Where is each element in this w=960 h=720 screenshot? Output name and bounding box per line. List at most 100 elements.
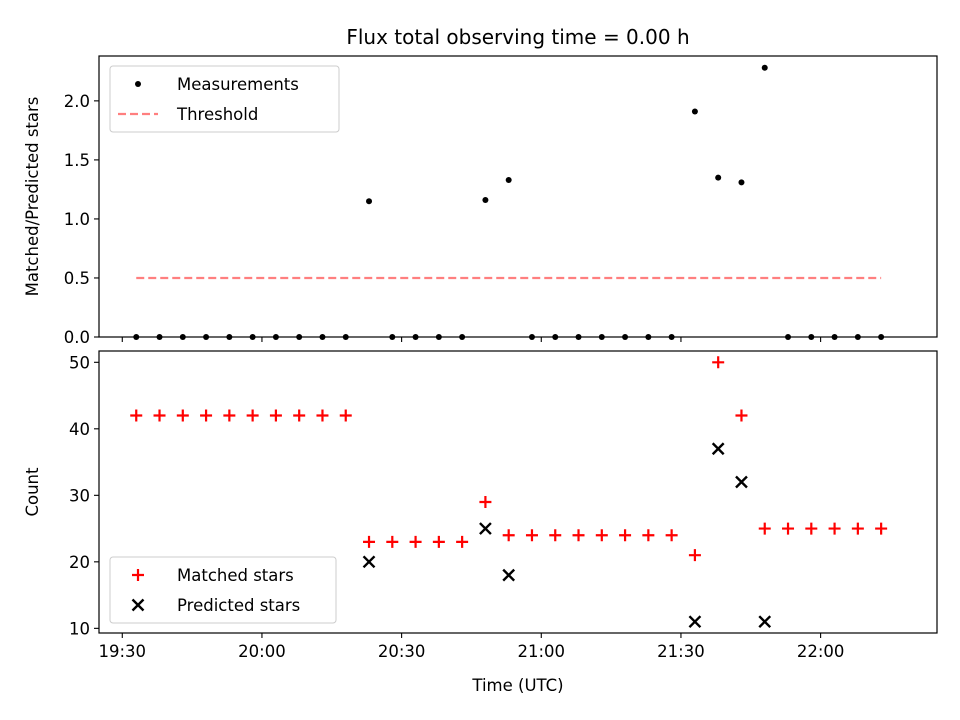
- measurement-point: [203, 334, 210, 340]
- matched-star-point: [712, 356, 725, 369]
- y-axis-label: Matched/Predicted stars: [23, 97, 42, 297]
- measurement-point: [761, 64, 768, 71]
- matched-star-point: [572, 529, 585, 542]
- measurement-point: [272, 334, 279, 340]
- x-tick-label: 20:30: [378, 642, 426, 661]
- measurement-point: [459, 334, 466, 340]
- legend-predicted-swatch: [131, 598, 145, 612]
- x-tick-label: 19:30: [98, 642, 146, 661]
- measurement-point: [366, 198, 373, 205]
- matched-star-point: [200, 409, 213, 422]
- y-tick-label: 0.0: [64, 328, 90, 347]
- legend-box: [109, 556, 337, 624]
- matched-star-point: [782, 522, 795, 535]
- measurement-point: [296, 334, 303, 340]
- measurement-point: [854, 334, 861, 340]
- matched-star-point: [735, 409, 748, 422]
- measurement-point: [482, 197, 489, 204]
- chart-title: Flux total observing time = 0.00 h: [346, 25, 689, 49]
- predicted-star-point: [758, 615, 772, 629]
- legend: Measurements Threshold: [109, 65, 340, 133]
- matched-star-point: [339, 409, 352, 422]
- legend-box: [109, 65, 340, 133]
- matched-star-point: [130, 409, 143, 422]
- matched-star-point: [688, 549, 701, 562]
- matched-star-point: [642, 529, 655, 542]
- measurement-point: [412, 334, 419, 340]
- matched-star-point: [525, 529, 538, 542]
- measurement-point: [645, 334, 652, 340]
- legend-label: Predicted stars: [177, 596, 300, 615]
- predicted-star-point: [502, 568, 516, 582]
- matched-star-point: [549, 529, 562, 542]
- measurement-point: [528, 334, 535, 340]
- measurement-point: [785, 334, 792, 340]
- predicted-star-point: [711, 442, 725, 456]
- matched-star-point: [502, 529, 515, 542]
- x-axis-label: Time (UTC): [471, 676, 563, 695]
- predicted-star-point: [735, 475, 748, 489]
- matched-star-point: [269, 409, 282, 422]
- y-tick-label: 20: [69, 553, 90, 572]
- matched-star-point: [363, 535, 376, 548]
- x-tick-label: 21:00: [517, 642, 565, 661]
- measurement-point: [715, 174, 722, 181]
- measurement-point: [226, 334, 233, 340]
- measurement-point: [389, 334, 396, 340]
- measurement-point: [156, 334, 163, 340]
- matched-star-point: [409, 535, 422, 548]
- legend-measurement-swatch: [135, 81, 141, 87]
- matched-star-point: [805, 522, 818, 535]
- legend-matched-swatch: [132, 569, 144, 581]
- measurement-point: [622, 334, 629, 340]
- predicted-star-point: [479, 522, 492, 535]
- y-tick-label: 2.0: [64, 92, 90, 111]
- predicted-star-point: [362, 555, 376, 569]
- plot-frame: [98, 55, 938, 338]
- matched-star-point: [595, 529, 608, 542]
- measurement-point: [505, 176, 512, 183]
- measurement-point: [691, 108, 698, 115]
- y-tick-label: 30: [69, 486, 90, 505]
- matched-star-point: [619, 529, 632, 542]
- x-tick-label: 22:00: [797, 642, 845, 661]
- measurement-point: [435, 334, 442, 340]
- legend-label: Threshold: [176, 105, 258, 124]
- y-tick-label: 1.5: [64, 151, 90, 170]
- measurement-point: [552, 334, 559, 340]
- matched-star-point: [456, 535, 469, 548]
- series-measurements: [133, 64, 885, 340]
- measurement-point: [831, 334, 838, 340]
- panel-1: Flux total observing time = 0.00 h 0.0 0.5…: [23, 25, 938, 347]
- matched-star-point: [223, 409, 236, 422]
- measurement-point: [878, 334, 885, 340]
- y-tick-label: 40: [69, 420, 90, 439]
- measurement-point: [738, 179, 745, 186]
- matched-star-point: [479, 495, 492, 508]
- series-predicted-stars: [362, 442, 772, 629]
- measurement-point: [319, 334, 326, 340]
- legend: Matched stars Predicted stars: [109, 556, 337, 624]
- matched-star-point: [875, 522, 888, 535]
- legend-label: Measurements: [177, 75, 299, 94]
- matched-star-point: [176, 409, 189, 422]
- matched-star-point: [293, 409, 306, 422]
- measurement-point: [179, 334, 186, 340]
- matched-star-point: [828, 522, 841, 535]
- y-tick-label: 1.0: [64, 210, 90, 229]
- x-tick-label: 20:00: [238, 642, 286, 661]
- x-tick-label: 21:30: [657, 642, 705, 661]
- y-axis-label: Count: [23, 467, 42, 517]
- matched-star-point: [665, 529, 678, 542]
- measurement-point: [808, 334, 815, 340]
- measurement-point: [342, 334, 349, 340]
- legend-label: Matched stars: [177, 566, 294, 585]
- y-tick-label: 0.5: [64, 269, 90, 288]
- matched-star-point: [432, 535, 445, 548]
- measurement-point: [598, 334, 605, 340]
- matched-star-point: [386, 535, 399, 548]
- measurement-point: [133, 334, 140, 340]
- series-matched-stars: [130, 356, 888, 562]
- y-tick-label: 10: [69, 619, 90, 638]
